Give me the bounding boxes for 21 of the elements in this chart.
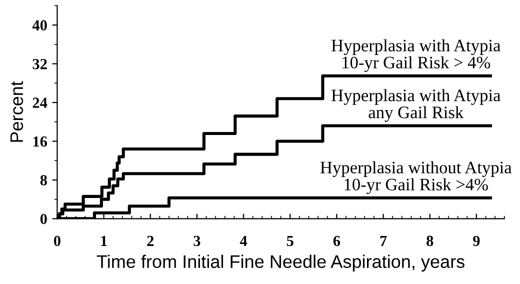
x-tick-label: 7 — [380, 236, 387, 246]
x-axis-title: Time from Initial Fine Needle Aspiration, years — [96, 254, 464, 272]
x-tick-label: 3 — [194, 236, 200, 246]
y-tick-label: 32 — [32, 58, 47, 70]
x-tick-label: 5 — [286, 236, 294, 246]
y-tick-label: 0 — [40, 214, 47, 224]
x-tick-label: 0 — [54, 236, 60, 246]
y-tick-label: 8 — [40, 175, 47, 186]
series-label: Hyperplasia without Atypia 10-yr Gail Risk >4% — [320, 161, 512, 194]
y-tick-label: 24 — [32, 98, 48, 108]
x-tick-label: 2 — [147, 236, 154, 246]
y-tick-label: 40 — [32, 20, 47, 30]
series-label: Hyperplasia with Atypia any Gail Risk — [332, 89, 501, 122]
x-tick-label: 6 — [333, 236, 340, 246]
x-tick-label: 9 — [473, 236, 480, 246]
x-tick-label: 4 — [240, 236, 248, 246]
y-tick-label: 16 — [33, 136, 48, 147]
series-label: Hyperplasia with Atypia 10-yr Gail Risk > 4% — [332, 39, 501, 72]
y-axis-title: Percent — [10, 81, 24, 142]
x-tick-label: 1 — [101, 236, 107, 246]
x-tick-label: 8 — [426, 236, 434, 246]
